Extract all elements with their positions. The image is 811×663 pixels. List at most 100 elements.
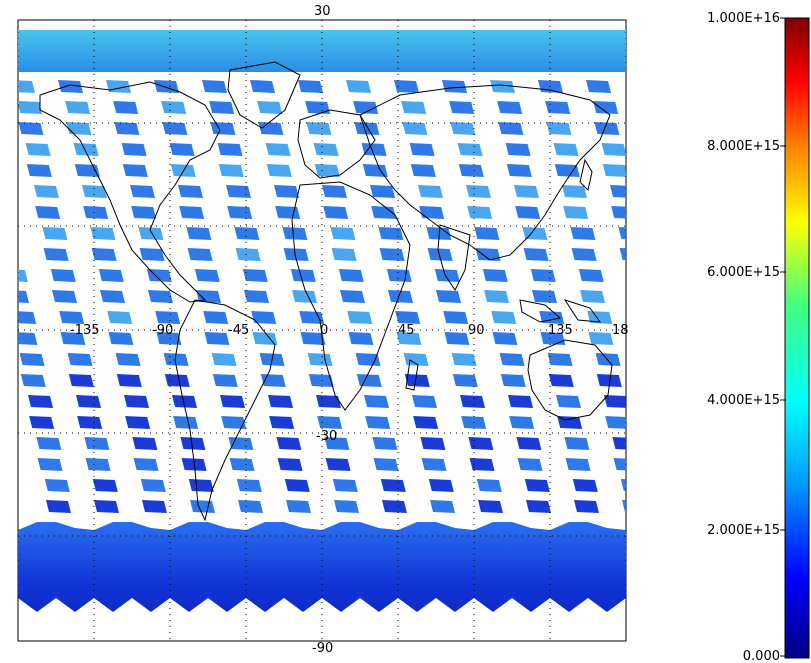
swath-footprint [492,332,518,345]
swath-footprint [378,227,404,240]
swath-footprint [628,290,640,303]
swath-footprint [372,437,398,450]
swath-footprint [330,227,356,240]
swath-footprint [121,143,147,156]
swath-footprint [620,479,626,492]
swath-footprint [460,395,485,408]
swath-footprint [596,374,622,387]
lon-label: -45 [228,323,249,338]
swath-footprint [196,290,221,303]
swath-footprint [190,500,215,513]
swath-footprint [427,248,453,261]
swath-footprint [530,269,556,282]
swath-footprint [139,248,165,261]
swath-footprint [373,458,399,471]
swath-footprint [28,395,53,408]
swath-footprint [82,185,107,198]
swath-footprint [547,353,573,366]
swath-footprint [276,437,302,450]
swath-footprint [394,80,419,93]
swath-footprint [491,311,517,324]
swath-footprint [436,290,461,303]
swath-footprint [156,332,182,345]
swath-footprint [36,437,62,450]
swath-footprint [562,185,587,198]
swath-footprint [605,416,626,429]
swath-footprint [236,479,262,492]
swath-footprint [307,353,333,366]
colorbar-label: 4.000E+15 [707,393,780,408]
lat-label: 30 [314,4,331,19]
swath-footprint [346,80,371,93]
swath-footprint [421,458,447,471]
swath-footprint [602,164,626,177]
swath-footprint [450,122,476,135]
swath-footprint [382,500,407,513]
swath-footprint [434,269,460,282]
swath-footprint [35,206,61,219]
swath-footprint [361,143,387,156]
swath-footprint [601,143,626,156]
swath-footprint [18,80,35,93]
swath-footprint [284,479,310,492]
swath-footprint [187,248,213,261]
swath-footprint [146,269,172,282]
swath-footprint [58,80,83,93]
swath-footprint [517,458,543,471]
swath-footprint [132,437,158,450]
swath-footprint [94,500,119,513]
swath-footprint [509,416,535,429]
swath-footprint [388,290,413,303]
swath-footprint [290,269,316,282]
swath-footprint [355,353,381,366]
swath-footprint [269,416,295,429]
swath-footprint [107,311,133,324]
swath-footprint [371,206,397,219]
swath-layer [18,80,640,513]
swath-footprint [564,437,590,450]
swath-footprint [148,290,173,303]
swath-footprint [221,416,247,429]
colorbar-gradient [784,17,810,659]
swath-footprint [268,395,293,408]
swath-footprint [627,269,640,282]
swath-footprint [59,311,85,324]
swath-footprint [18,122,44,135]
swath-footprint [20,374,46,387]
swath-footprint [173,416,199,429]
swath-footprint [553,143,579,156]
swath-footprint [210,122,236,135]
swath-footprint [133,458,159,471]
swath-footprint [514,185,539,198]
swath-footprint [142,500,167,513]
swath-footprint [578,269,604,282]
swath-footprint [305,101,331,114]
swath-footprint [565,458,591,471]
swath-footprint [365,416,391,429]
swath-footprint [138,227,164,240]
swath-footprint [18,332,38,345]
swath-footprint [235,248,261,261]
swath-footprint [108,332,134,345]
swath-footprint [396,332,422,345]
swath-footprint [18,311,37,324]
lon-label: 135 [548,323,573,338]
swath-footprint [286,500,311,513]
swath-footprint [353,101,379,114]
swath-footprint [257,101,283,114]
swath-footprint [556,395,581,408]
swath-footprint [300,332,326,345]
swath-footprint [180,437,206,450]
swath-footprint [43,248,69,261]
swath-footprint [338,269,364,282]
swath-footprint [574,500,599,513]
swath-footprint [457,143,483,156]
swath-footprint [500,374,526,387]
latitude-labels: 30 -30 -90 [312,4,337,656]
colorbar-label: 2.000E+15 [707,523,780,538]
swath-footprint [209,101,235,114]
swath-footprint [458,164,484,177]
swath-footprint [83,206,109,219]
swath-footprint [451,353,477,366]
swath-footprint [348,332,374,345]
